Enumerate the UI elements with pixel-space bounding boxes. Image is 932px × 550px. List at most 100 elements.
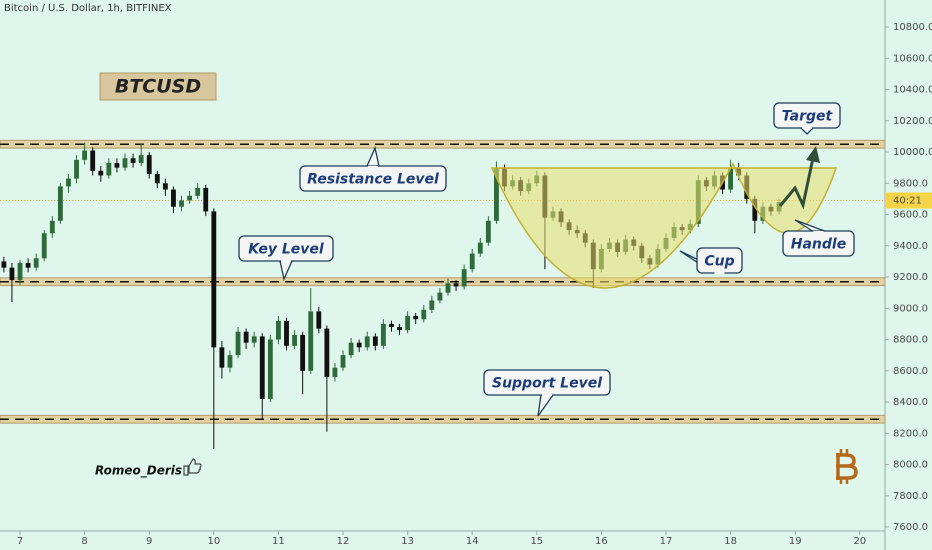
callout-label: Support Level <box>492 376 602 392</box>
y-tick-label: 8200.0 <box>893 428 928 439</box>
candle-body <box>17 262 23 281</box>
candle-body <box>106 162 112 176</box>
candle-body <box>171 189 176 207</box>
callout-pointer <box>794 219 825 232</box>
x-tick-label: 7 <box>17 536 23 547</box>
y-tick-label: 10000.0 <box>893 147 932 158</box>
bitcoin-icon <box>836 449 858 484</box>
candle-body <box>41 233 47 259</box>
callout-pointer <box>800 127 814 135</box>
candle-body <box>389 323 394 328</box>
y-tick-label: 10800.0 <box>893 22 932 33</box>
y-tick-label: 10600.0 <box>893 53 932 64</box>
projection-arrow <box>778 157 815 210</box>
last-price-box <box>885 192 932 209</box>
candle-body <box>114 162 120 168</box>
x-tick-label: 8 <box>81 536 87 547</box>
candle-body <box>356 342 362 348</box>
candle-body <box>752 198 758 221</box>
y-tick-label: 7600.0 <box>893 522 928 533</box>
callout-label: Key Level <box>248 242 324 258</box>
candle-body <box>154 173 160 184</box>
candle-body <box>397 327 402 331</box>
y-tick-label: 10200.0 <box>893 116 932 127</box>
y-tick-label: 10400.0 <box>893 85 932 96</box>
candle-body <box>332 367 338 378</box>
x-tick-label: 13 <box>401 536 414 547</box>
candle-body <box>243 331 249 343</box>
y-tick-label: 9800.0 <box>893 178 928 189</box>
candle-body <box>413 316 419 320</box>
callout: Resistance Level <box>299 145 447 192</box>
y-tick-label: 8000.0 <box>893 460 928 471</box>
candle-body <box>372 336 378 346</box>
y-tick-label: 9000.0 <box>893 303 928 314</box>
candle-body <box>9 267 15 281</box>
candle-body <box>25 262 31 268</box>
author: Romeo_Deris <box>95 464 182 479</box>
callout-label: Resistance Level <box>307 172 439 188</box>
candle-body <box>195 187 201 196</box>
x-tick-label: 9 <box>146 536 152 547</box>
candle-body <box>211 211 217 348</box>
candle-body <box>461 269 467 287</box>
candle-body <box>364 336 370 348</box>
candle-body <box>187 195 193 201</box>
callout-cover <box>714 271 725 274</box>
candle-body <box>324 328 330 378</box>
x-tick-label: 19 <box>789 536 802 547</box>
candle-body <box>477 242 483 254</box>
candle-body <box>275 320 281 340</box>
candle-body <box>235 331 241 356</box>
candle-body <box>33 258 39 268</box>
callout-pointer <box>366 145 380 167</box>
candle-body <box>259 336 265 399</box>
y-tick-label: 9200.0 <box>893 272 928 283</box>
x-tick-label: 14 <box>466 536 479 547</box>
callout-cover <box>281 259 291 262</box>
last-price-label: 40:21 <box>893 195 922 206</box>
x-tick-label: 20 <box>853 536 866 547</box>
candle-body <box>485 220 491 243</box>
candle-body <box>429 300 435 310</box>
candle-body <box>138 155 144 163</box>
candle-body <box>90 150 96 171</box>
candle-body <box>292 334 297 346</box>
candle-body <box>316 311 322 329</box>
x-tick-label: 15 <box>530 536 543 547</box>
callout-cover <box>368 166 378 169</box>
callout-label: Target <box>782 109 834 125</box>
x-tick-label: 18 <box>724 536 737 547</box>
y-tick-label: 9400.0 <box>893 241 928 252</box>
x-tick-label: 12 <box>337 536 350 547</box>
callout-cover <box>813 231 824 234</box>
candle-body <box>380 323 386 346</box>
candle-body <box>74 159 79 179</box>
symbol-badge <box>99 72 217 101</box>
y-tick-label: 9600.0 <box>893 210 928 221</box>
candle-body <box>162 183 168 190</box>
thumbs-up-icon <box>183 458 202 476</box>
candle-body <box>219 347 225 368</box>
symbol: BTCUSD <box>115 76 201 98</box>
candle-body <box>284 320 289 346</box>
callout-label: Handle <box>791 237 846 253</box>
x-tick-label: 10 <box>207 536 220 547</box>
candle-body <box>227 355 233 368</box>
candle-body <box>57 186 63 221</box>
candle-body <box>49 220 55 234</box>
candle-body <box>267 339 273 399</box>
callout: Target <box>773 102 841 135</box>
x-tick-label: 16 <box>595 536 608 547</box>
candle-body <box>203 187 209 212</box>
candle-body <box>1 261 7 268</box>
candle-body <box>348 342 354 356</box>
callout-pointer <box>279 260 293 282</box>
candle-body <box>82 150 88 160</box>
candle-body <box>469 253 475 270</box>
candle-body <box>308 311 314 371</box>
candle-body <box>300 334 306 371</box>
chart-title: Bitcoin / U.S. Dollar, 1h, BITFINEX <box>4 3 172 14</box>
candle-body <box>98 170 104 176</box>
